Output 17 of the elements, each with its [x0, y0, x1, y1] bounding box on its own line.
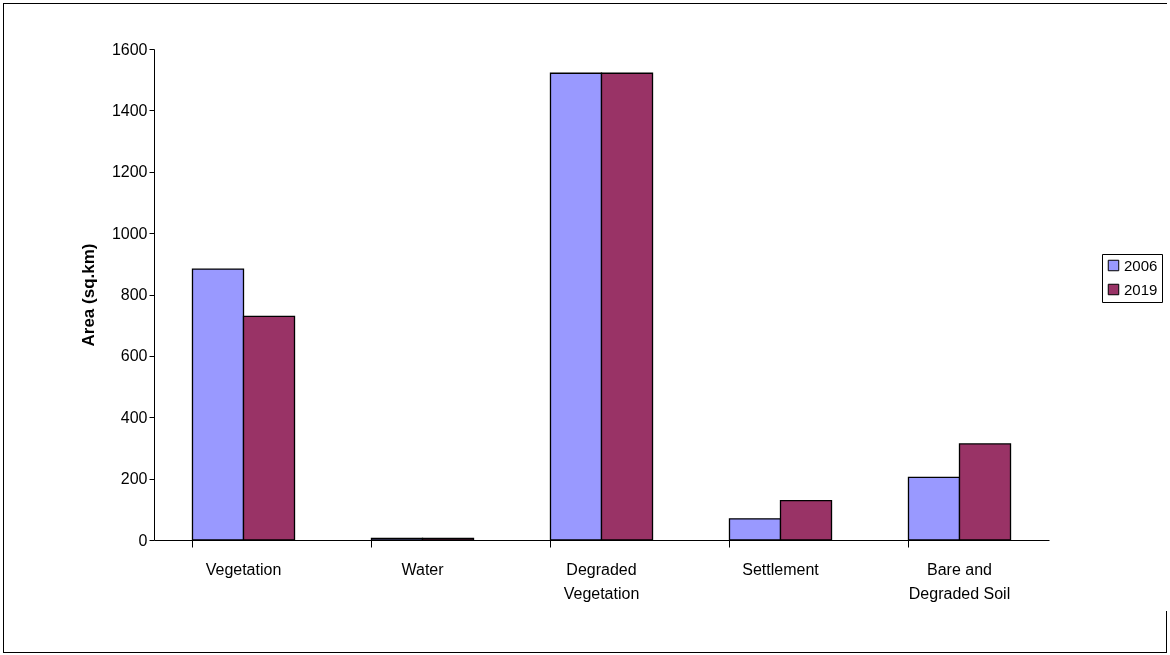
- y-tick-label: 1000: [111, 224, 148, 242]
- legend-label: 2019: [1124, 280, 1158, 298]
- y-tick-label: 0: [138, 531, 148, 549]
- x-tick-label: Bare and Degraded Soil: [908, 560, 1011, 602]
- legend-label: 2006: [1124, 256, 1158, 274]
- y-tick-label: 1400: [111, 101, 148, 119]
- x-tick-label: Vegetation: [205, 560, 282, 578]
- y-tick-label: 800: [120, 286, 148, 303]
- y-tick-label: 400: [120, 408, 148, 426]
- y-tick-label: 600: [120, 347, 148, 365]
- y-tick-label: 1600: [111, 40, 148, 58]
- y-tick-label: 200: [120, 470, 148, 488]
- y-tick-label: 1200: [111, 163, 148, 181]
- x-tick-label: Water: [401, 560, 445, 578]
- y-axis-title: Area (sq.km): [78, 243, 98, 347]
- x-tick-label: Degraded Vegetation: [563, 560, 640, 602]
- x-tick-label: Settlement: [742, 560, 820, 578]
